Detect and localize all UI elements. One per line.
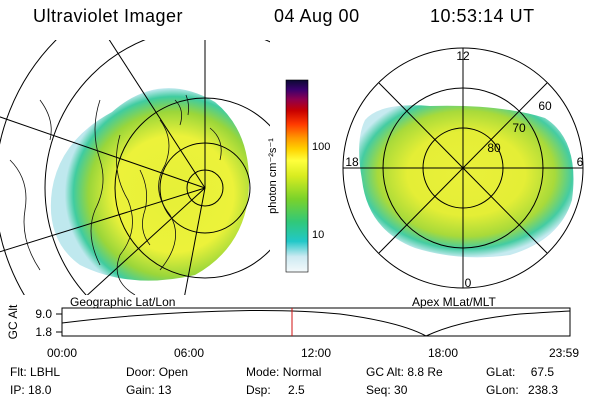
apex-panel-label: Apex MLat/MLT [412, 295, 496, 309]
geographic-image-panel [0, 40, 270, 295]
info-gain: Gain: 13 [126, 383, 172, 397]
geo-panel-label: Geographic Lat/Lon [70, 295, 176, 309]
altitude-ylabel: GC Alt [6, 304, 20, 339]
info-dsp: Dsp: 2.5 [246, 383, 305, 397]
mlat-label-70: 70 [512, 121, 526, 135]
altitude-xtick-4: 23:59 [549, 346, 579, 360]
info-ip: IP: 18.0 [10, 383, 52, 397]
altitude-xtick-1: 06:00 [174, 346, 204, 360]
instrument-title: Ultraviolet Imager [33, 6, 184, 26]
mlt-label-12: 12 [456, 49, 470, 63]
info-seq: Seq: 30 [366, 383, 408, 397]
colorbar-tick-100: 100 [312, 141, 331, 153]
info-filter: Flt: LBHL [10, 365, 61, 379]
altitude-plot: GC Alt 9.0 1.8 00:00 06:00 12:00 18:00 2… [6, 304, 579, 360]
info-gc-alt: GC Alt: 8.8 Re [366, 365, 443, 379]
image-date: 04 Aug 00 [274, 6, 360, 26]
colorbar-tick-10: 10 [312, 229, 325, 241]
image-time: 10:53:14 UT [430, 6, 535, 26]
altitude-xtick-0: 00:00 [47, 346, 77, 360]
info-mode: Mode: Normal [246, 365, 322, 379]
info-glon: GLon: 238.3 [486, 383, 559, 397]
mlat-label-60: 60 [538, 99, 552, 113]
mlt-label-18: 18 [345, 155, 359, 169]
apex-polar-panel: 12 18 6 0 60 70 80 [342, 47, 584, 290]
mlt-label-0: 0 [465, 276, 472, 290]
altitude-xtick-2: 12:00 [301, 346, 331, 360]
altitude-ytick-top: 9.0 [35, 307, 52, 321]
info-door: Door: Open [126, 365, 189, 379]
mlat-label-80: 80 [487, 141, 501, 155]
altitude-xtick-3: 18:00 [428, 346, 458, 360]
colorbar-unit-label: photon cm⁻²s⁻¹ [267, 138, 279, 214]
altitude-curve [61, 309, 571, 337]
info-glat: GLat: 67.5 [486, 365, 555, 379]
mlt-label-6: 6 [577, 155, 584, 169]
color-bar: photon cm⁻²s⁻¹ [267, 79, 309, 273]
continent-outline [9, 94, 222, 295]
altitude-ytick-bottom: 1.8 [35, 325, 52, 339]
